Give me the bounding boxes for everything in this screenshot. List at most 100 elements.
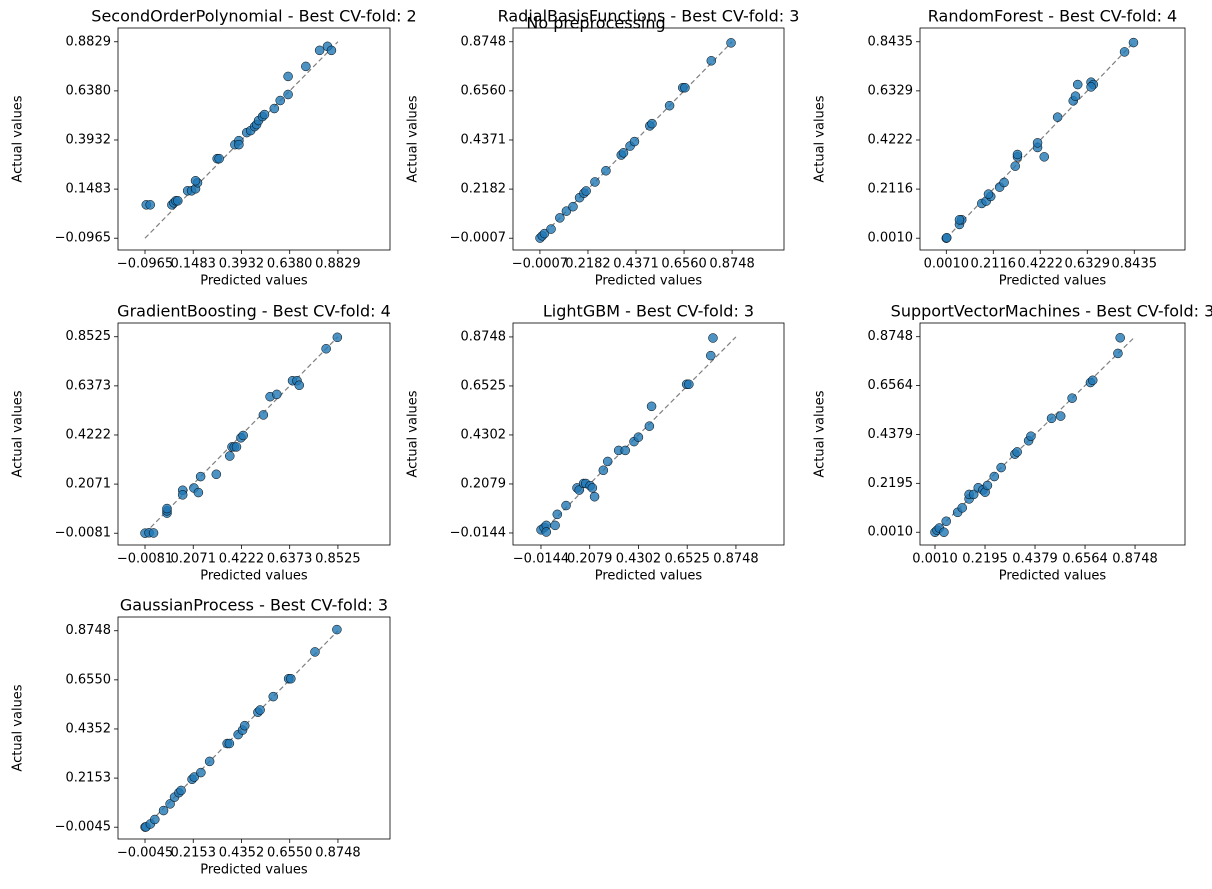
y-axis-label: Actual values [11, 95, 26, 182]
point [332, 332, 343, 343]
y-tick-label: 0.8435 [868, 34, 914, 49]
point [193, 487, 204, 498]
point [620, 445, 631, 456]
x-tick-label: 0.1483 [170, 257, 216, 272]
point [214, 153, 224, 164]
point [706, 56, 717, 66]
point [225, 451, 235, 461]
point [555, 213, 565, 223]
point [983, 189, 994, 199]
point [996, 462, 1006, 473]
y-tick-label: 0.6373 [66, 378, 112, 393]
x-tick-label: 0.4222 [1018, 257, 1064, 272]
point [561, 206, 572, 216]
point [1039, 152, 1049, 162]
point [321, 343, 331, 354]
axes-frame [512, 322, 785, 546]
x-axis-label: Predicted values [200, 569, 308, 584]
point [332, 624, 342, 635]
axes-frame [919, 27, 1186, 251]
point [283, 89, 293, 100]
point [999, 177, 1009, 188]
x-tick-label: 0.2195 [962, 552, 1008, 567]
point [1010, 161, 1020, 171]
subplot-title: SupportVectorMachines - Best CV-fold: 3 [891, 302, 1212, 321]
x-axis-label: Predicted values [999, 274, 1107, 289]
x-tick-label: 0.2079 [567, 552, 613, 567]
point [173, 196, 183, 206]
point [581, 186, 591, 196]
y-tick-label: −0.0007 [450, 231, 506, 246]
point [1067, 393, 1077, 403]
y-tick-label: 0.2153 [66, 771, 112, 786]
point [1115, 333, 1125, 343]
x-tick-label: −0.0965 [117, 257, 173, 272]
axes-frame [117, 322, 391, 546]
point [326, 45, 337, 56]
y-tick-label: −0.0045 [55, 820, 111, 835]
y-tick-label: 0.6380 [66, 83, 112, 98]
x-tick-label: 0.3932 [219, 257, 265, 272]
x-tick-label: 0.6525 [664, 552, 710, 567]
point [1012, 149, 1023, 160]
x-tick-label: 0.8748 [1112, 552, 1158, 567]
x-tick-label: 0.0010 [912, 552, 958, 567]
subplot-title: GradientBoosting - Best CV-fold: 4 [117, 302, 391, 321]
point [633, 432, 644, 442]
point [269, 103, 280, 114]
point [1055, 411, 1066, 421]
point [706, 350, 716, 361]
point [942, 232, 952, 243]
point [275, 95, 285, 106]
point [224, 738, 235, 749]
point [1087, 375, 1098, 386]
point [272, 389, 282, 400]
x-tick-label: 0.8829 [315, 257, 361, 272]
y-tick-label: 0.6550 [66, 672, 112, 687]
point [1086, 82, 1096, 92]
point [148, 528, 159, 538]
point [310, 647, 320, 657]
x-axis-label: Predicted values [200, 274, 308, 289]
y-tick-label: 0.6560 [461, 83, 507, 98]
x-tick-label: 0.6560 [661, 257, 707, 272]
point [1052, 112, 1063, 122]
y-tick-label: −0.0081 [55, 526, 111, 541]
x-tick-label: 0.8525 [315, 552, 361, 567]
point [568, 201, 578, 212]
x-tick-label: 0.2153 [170, 846, 216, 861]
point [145, 200, 155, 210]
x-axis-label: Predicted values [595, 569, 703, 584]
point [546, 224, 556, 234]
point [1012, 447, 1022, 457]
y-tick-label: 0.2116 [868, 182, 914, 197]
y-tick-label: 0.2071 [66, 477, 112, 492]
y-tick-label: 0.8748 [868, 329, 914, 344]
x-tick-label: −0.0144 [513, 552, 569, 567]
subplot-title: GaussianProcess - Best CV-fold: 3 [120, 596, 388, 615]
point [211, 469, 222, 480]
x-tick-label: 0.6373 [267, 552, 313, 567]
point [680, 82, 690, 93]
point [190, 175, 201, 186]
point [1128, 37, 1139, 48]
point [165, 799, 175, 809]
point [189, 772, 200, 782]
y-tick-label: 0.8829 [66, 34, 112, 49]
y-tick-label: 0.8748 [461, 34, 507, 49]
point [601, 165, 611, 176]
axes-frame [117, 616, 391, 840]
point [195, 471, 206, 482]
point [301, 61, 311, 72]
point [587, 483, 598, 493]
y-axis-label: Actual values [406, 95, 421, 182]
point [957, 503, 967, 513]
point [708, 333, 718, 343]
point [664, 100, 675, 111]
point [589, 491, 600, 502]
x-tick-label: 0.4302 [616, 552, 662, 567]
